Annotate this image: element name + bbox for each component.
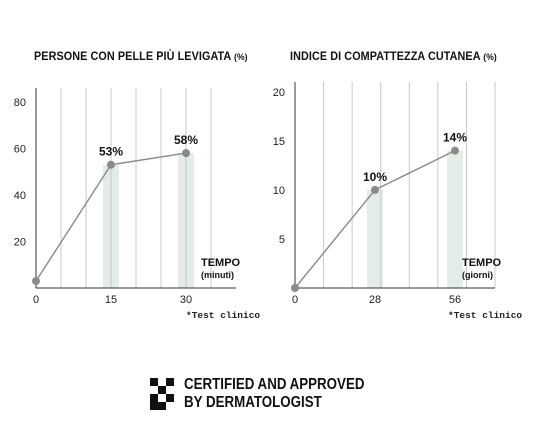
chart-title: INDICE DI COMPATTEZZA CUTANEA (%) [290, 49, 497, 63]
y-tick-label: 80 [14, 97, 26, 109]
data-label: 10% [363, 170, 387, 184]
x-tick-label: 15 [105, 294, 117, 306]
x-tick-label: 0 [292, 294, 298, 306]
y-tick-label: 40 [14, 190, 26, 202]
certification-line-1: CERTIFIED AND APPROVED [184, 376, 365, 393]
data-label: 53% [99, 145, 123, 159]
y-tick-label: 15 [273, 136, 285, 148]
data-point [291, 284, 299, 292]
y-tick-label: 20 [273, 87, 285, 99]
footnote: *Test clinico [448, 310, 523, 321]
certification-line-2: BY DERMATOLOGIST [184, 394, 322, 411]
x-axis-title: TEMPO [201, 257, 241, 269]
highlight-bar [447, 150, 463, 288]
x-tick-label: 0 [33, 294, 39, 306]
x-axis-title: TEMPO [462, 257, 502, 269]
data-point [107, 160, 115, 169]
data-point [371, 185, 379, 194]
chart-title-text: INDICE DI COMPATTEZZA CUTANEA [290, 49, 481, 63]
x-axis-subtitle: (giorni) [462, 270, 493, 280]
data-point [182, 149, 190, 158]
certification-text: CERTIFIED AND APPROVED BY DERMATOLOGIST [184, 376, 364, 412]
skin-firmness-chart: INDICE DI COMPATTEZZA CUTANEA (%) 5 10 15 2… [266, 0, 533, 330]
chart-title: PERSONE CON PELLE PIÙ LEVIGATA (%) [34, 49, 248, 63]
data-point [451, 146, 459, 155]
chart-title-text: PERSONE CON PELLE PIÙ LEVIGATA [34, 49, 231, 63]
y-tick-label: 5 [279, 234, 285, 246]
y-tick-label: 10 [273, 185, 285, 197]
smoother-skin-plot: 20 40 60 80 0 15 30 53% 58% TEMPO(minuti) [14, 88, 241, 306]
highlight-bar [367, 189, 383, 288]
chart-title-unit: (%) [483, 52, 497, 63]
y-tick-label: 20 [14, 236, 26, 248]
x-tick-label: 56 [449, 294, 461, 306]
skin-firmness-plot: 5 10 15 20 0 28 56 10% 14% TEMPO(giorni) [273, 82, 502, 306]
checkerboard-icon [150, 378, 174, 410]
y-tick-label: 60 [14, 143, 26, 155]
x-tick-label: 28 [369, 294, 381, 306]
footnote: *Test clinico [186, 310, 261, 321]
x-tick-label: 30 [180, 294, 192, 306]
chart-title-unit: (%) [234, 52, 248, 63]
smoother-skin-chart: PERSONE CON PELLE PIÙ LEVIGATA (%) 20 40 6… [0, 0, 266, 330]
data-point [32, 277, 40, 286]
dermatologist-certification-badge: CERTIFIED AND APPROVED BY DERMATOLOGIST [150, 376, 390, 416]
data-label: 14% [443, 131, 467, 145]
data-label: 58% [174, 133, 198, 147]
x-axis-subtitle: (minuti) [201, 270, 234, 280]
